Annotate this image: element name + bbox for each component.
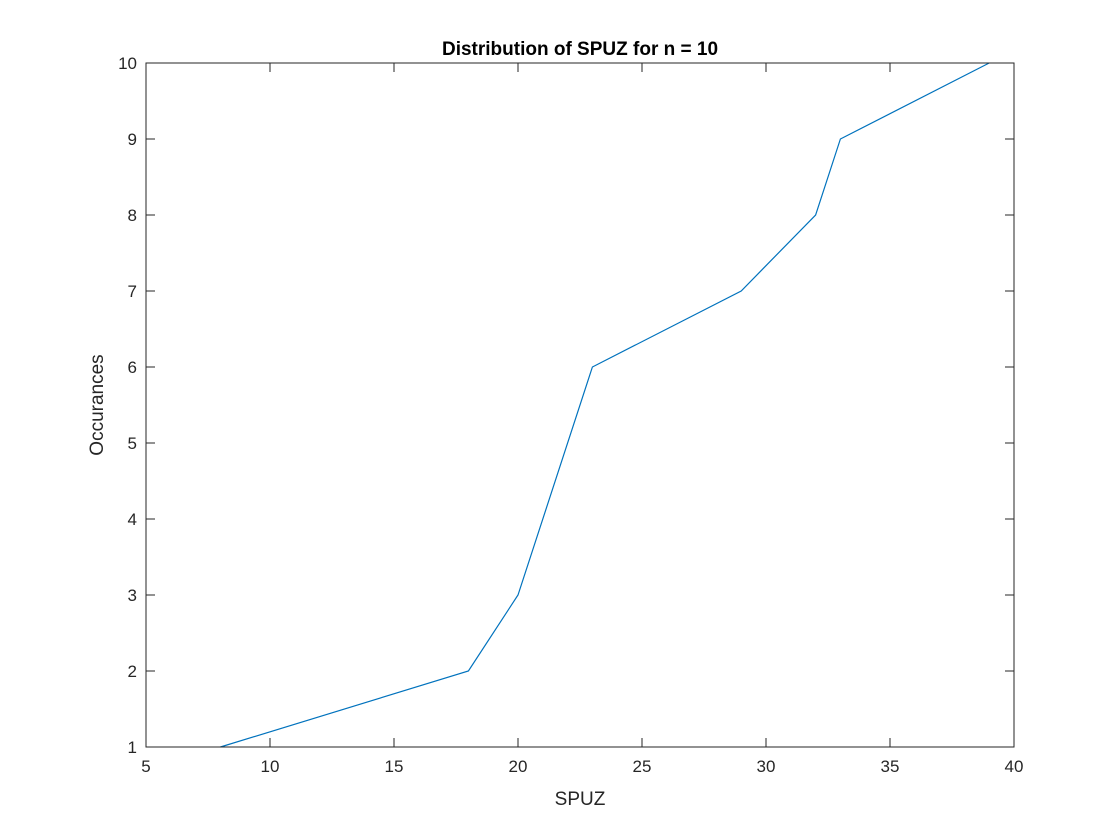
x-axis-label: SPUZ [555, 789, 606, 810]
x-tick-label: 10 [261, 757, 280, 776]
y-tick-label: 7 [128, 282, 137, 301]
y-tick-label: 6 [128, 358, 137, 377]
y-tick-label: 3 [128, 586, 137, 605]
axes-box [145, 62, 1015, 748]
y-tick-label: 10 [118, 54, 137, 73]
y-tick-label: 1 [128, 738, 137, 757]
x-tick-label: 40 [1005, 757, 1024, 776]
x-tick-label: 35 [881, 757, 900, 776]
x-tick-label: 15 [385, 757, 404, 776]
y-axis-label: Occurances [87, 354, 108, 455]
chart-title: Distribution of SPUZ for n = 10 [442, 39, 718, 60]
y-tick-label: 2 [128, 662, 137, 681]
x-axis: 5 10 15 20 25 30 35 40 [141, 63, 1023, 776]
series-line [220, 62, 990, 748]
x-tick-label: 20 [509, 757, 528, 776]
y-tick-label: 5 [128, 434, 137, 453]
plot-area [220, 62, 990, 748]
y-tick-label: 4 [128, 510, 137, 529]
x-tick-label: 25 [633, 757, 652, 776]
y-tick-label: 9 [128, 130, 137, 149]
x-tick-label: 5 [141, 757, 150, 776]
y-axis: 1 2 3 4 5 6 7 8 9 10 [118, 54, 1014, 757]
x-tick-label: 30 [757, 757, 776, 776]
y-tick-label: 8 [128, 206, 137, 225]
